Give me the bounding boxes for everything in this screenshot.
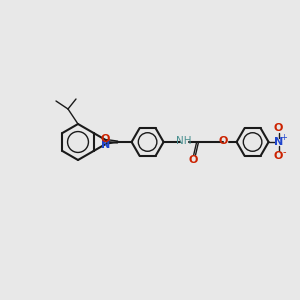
Text: N: N [101,140,110,149]
Text: N: N [274,137,283,147]
Text: +: + [280,133,287,142]
Text: O: O [274,123,283,133]
Text: O: O [101,134,110,143]
Text: O: O [219,136,228,146]
Text: NH: NH [176,136,191,146]
Text: O: O [274,151,283,161]
Text: -: - [283,147,286,157]
Text: O: O [189,155,198,165]
